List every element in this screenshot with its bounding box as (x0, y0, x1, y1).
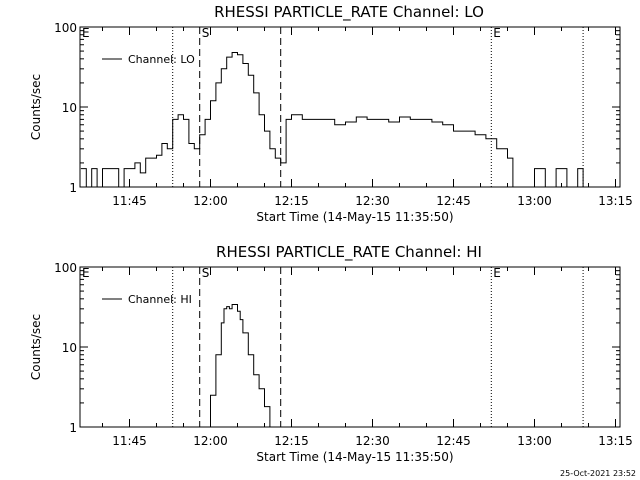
y-tick-label: 10 (62, 101, 77, 115)
chart-title: RHESSI PARTICLE_RATE Channel: HI (216, 243, 482, 262)
series-line (80, 52, 584, 188)
y-tick-label: 10 (62, 341, 77, 355)
x-tick-label: 11:45 (112, 434, 147, 448)
y-tick-label: 1 (69, 421, 77, 435)
footer-timestamp: 25-Oct-2021 23:52 (560, 469, 636, 478)
plot-frame (79, 26, 621, 188)
x-tick-label: 12:15 (274, 194, 309, 208)
chart-title: RHESSI PARTICLE_RATE Channel: LO (214, 3, 484, 22)
x-tick-label: 13:00 (517, 434, 552, 448)
y-tick-label: 1 (69, 181, 77, 195)
legend-entry: Channel: LO (128, 53, 195, 66)
x-tick-label: 12:45 (436, 194, 471, 208)
event-marker-label: E (493, 26, 501, 40)
event-marker-label: E (82, 266, 90, 280)
y-axis-label: Counts/sec (29, 314, 43, 380)
x-tick-label: 12:30 (355, 434, 390, 448)
x-tick-label: 12:00 (193, 434, 228, 448)
x-tick-label: 13:15 (598, 194, 633, 208)
x-axis-label: Start Time (14-May-15 11:35:50) (256, 450, 453, 464)
y-axis-label: Counts/sec (29, 74, 43, 140)
event-marker-label: E (82, 26, 90, 40)
event-marker-label: S (202, 266, 210, 280)
x-axis-label: Start Time (14-May-15 11:35:50) (256, 210, 453, 224)
x-tick-label: 11:45 (112, 194, 147, 208)
plot-frame (79, 266, 621, 428)
event-marker-label: E (493, 266, 501, 280)
x-tick-label: 12:45 (436, 434, 471, 448)
x-tick-label: 12:30 (355, 194, 390, 208)
legend-entry: Channel: HI (128, 293, 192, 306)
series-line (207, 304, 271, 428)
x-tick-label: 13:15 (598, 434, 633, 448)
x-tick-label: 13:00 (517, 194, 552, 208)
y-tick-label: 100 (54, 21, 77, 35)
event-marker-label: S (202, 26, 210, 40)
lo-channel-panel: RHESSI PARTICLE_RATE Channel: LO 11:45 12:… (29, 3, 633, 224)
x-tick-label: 12:00 (193, 194, 228, 208)
x-tick-label: 12:15 (274, 434, 309, 448)
hi-channel-panel: RHESSI PARTICLE_RATE Channel: HI 11:45 12:… (29, 243, 633, 464)
y-tick-label: 100 (54, 261, 77, 275)
